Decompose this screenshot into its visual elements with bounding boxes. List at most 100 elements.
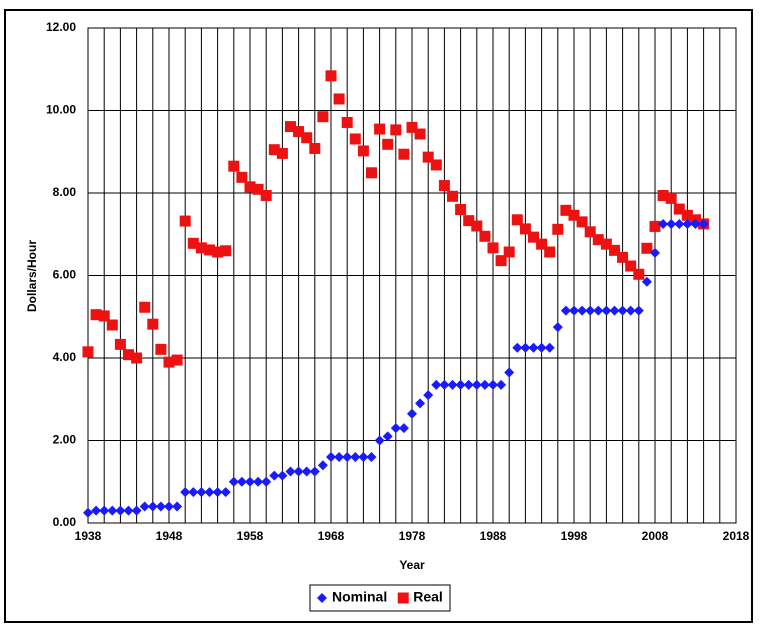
point — [382, 138, 394, 150]
point — [342, 452, 353, 462]
x-tick-label: 1938 — [75, 529, 102, 543]
point — [220, 245, 232, 257]
point — [633, 268, 645, 280]
point — [430, 159, 442, 171]
point — [350, 452, 361, 462]
point — [415, 398, 426, 409]
point — [115, 505, 126, 516]
point — [236, 476, 247, 487]
point — [673, 203, 685, 215]
point — [180, 487, 191, 498]
point — [147, 318, 159, 330]
point — [83, 507, 93, 518]
point — [666, 218, 677, 229]
point — [569, 305, 579, 316]
point — [374, 123, 386, 135]
point — [495, 255, 507, 267]
point — [479, 230, 491, 242]
point — [123, 505, 134, 516]
point — [488, 379, 498, 390]
point — [617, 305, 628, 316]
point — [99, 505, 110, 516]
point — [293, 466, 304, 477]
point — [212, 246, 224, 258]
point — [187, 237, 199, 249]
point — [293, 126, 305, 138]
y-tick-label: 10.00 — [46, 103, 76, 117]
point — [325, 70, 337, 82]
point — [91, 505, 102, 516]
point — [649, 220, 661, 232]
point — [414, 128, 426, 140]
point — [106, 319, 118, 331]
plot-border — [87, 27, 737, 524]
point — [390, 124, 402, 136]
point — [593, 305, 604, 316]
point — [114, 338, 126, 350]
point — [309, 142, 321, 154]
point — [260, 189, 272, 201]
point — [650, 247, 660, 258]
point — [196, 487, 207, 498]
point — [220, 487, 231, 498]
point — [455, 379, 466, 390]
point — [204, 487, 215, 498]
point — [253, 476, 264, 487]
point — [544, 246, 556, 258]
point — [698, 218, 709, 229]
point — [406, 121, 418, 133]
point — [585, 305, 596, 316]
legend-marker — [317, 593, 327, 603]
point — [195, 242, 207, 254]
chart-frame — [4, 9, 753, 623]
point — [665, 192, 677, 204]
point — [341, 116, 353, 128]
point — [204, 244, 215, 256]
x-tick-label: 1978 — [399, 529, 426, 543]
point — [277, 470, 288, 481]
y-tick-label: 0.00 — [53, 515, 77, 529]
point — [544, 342, 555, 353]
point — [519, 223, 531, 235]
point — [422, 151, 434, 163]
point — [155, 501, 166, 512]
point — [496, 379, 507, 390]
point — [625, 260, 637, 272]
point — [98, 310, 110, 322]
point — [617, 251, 629, 263]
point — [658, 218, 669, 229]
point — [641, 276, 652, 287]
point — [552, 322, 563, 333]
point — [690, 218, 701, 229]
point — [268, 144, 280, 156]
point — [252, 183, 264, 195]
point — [455, 204, 467, 215]
point — [398, 148, 410, 160]
point — [560, 305, 571, 316]
legend-marker — [397, 592, 409, 604]
point — [682, 218, 693, 229]
point — [357, 145, 369, 157]
x-axis-title: Year — [399, 558, 425, 572]
x-tick-label: 2008 — [642, 529, 669, 543]
x-tick-label: 1988 — [480, 529, 507, 543]
point — [334, 452, 345, 462]
point — [123, 349, 134, 361]
point — [439, 379, 450, 390]
point — [576, 216, 588, 228]
point — [147, 501, 158, 512]
legend-label: Real — [413, 589, 443, 605]
point — [657, 189, 669, 201]
point — [568, 209, 580, 221]
point — [390, 423, 401, 434]
y-tick-label: 6.00 — [53, 268, 77, 282]
point — [301, 466, 312, 477]
point — [131, 352, 143, 364]
point — [511, 214, 523, 226]
point — [131, 505, 142, 516]
point — [139, 501, 150, 512]
point — [285, 121, 296, 133]
point — [301, 132, 313, 144]
point — [407, 408, 417, 419]
point — [471, 220, 483, 232]
